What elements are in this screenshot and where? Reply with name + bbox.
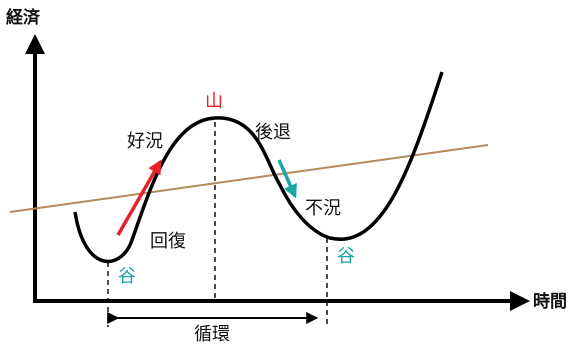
x-axis-label: 時間 [533, 291, 567, 312]
boom-label: 好況 [127, 131, 163, 152]
cycle-label: 循環 [194, 324, 230, 344]
y-axis-arrowhead [25, 34, 45, 54]
x-axis-arrowhead [510, 291, 530, 311]
recession-label: 後退 [255, 122, 291, 143]
trough-left-label: 谷 [118, 266, 136, 287]
slump-label: 不況 [305, 198, 341, 219]
y-axis-label: 経済 [6, 7, 41, 28]
recovery-label: 回復 [150, 231, 186, 252]
recession-arrow [277, 159, 297, 199]
boom-arrow [116, 159, 162, 236]
business-cycle-curve [73, 71, 444, 264]
trough-right-label: 谷 [337, 246, 355, 267]
peak-label: 山 [205, 91, 223, 112]
trend-line [9, 144, 489, 213]
